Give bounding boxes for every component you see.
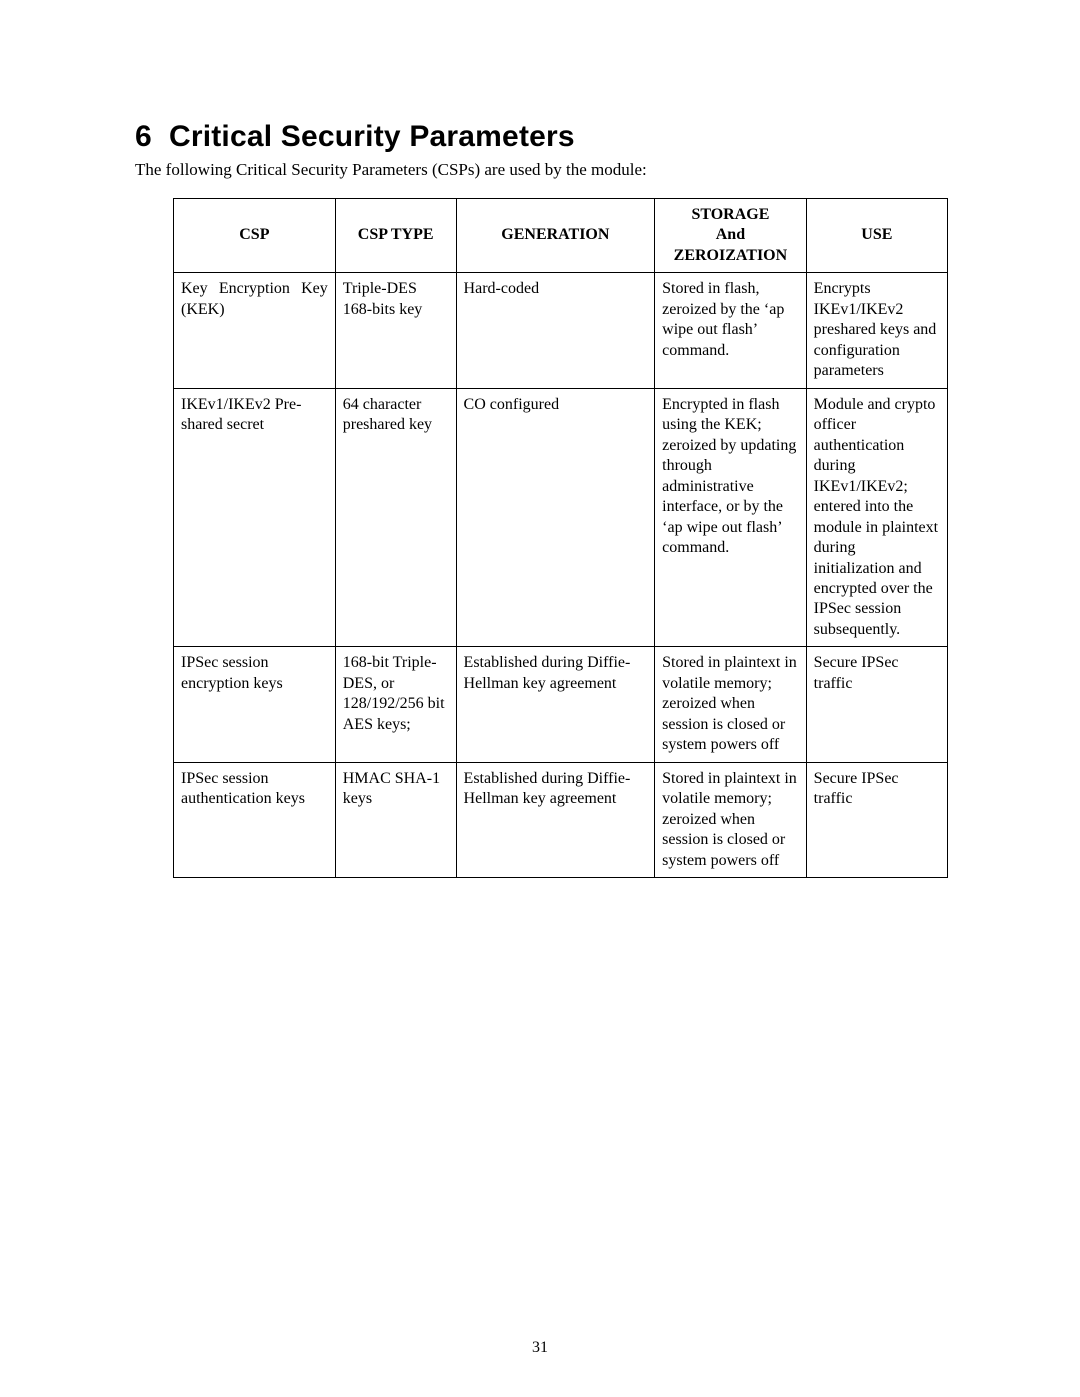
- cell-csp: IPSec session encryption keys: [174, 647, 336, 762]
- cell-store: Stored in plaintext in volatile memory; …: [655, 647, 807, 762]
- cell-store: Stored in plaintext in volatile memory; …: [655, 762, 807, 877]
- cell-use: Secure IPSec traffic: [806, 647, 947, 762]
- page-number: 31: [0, 1339, 1080, 1357]
- col-header-store: STORAGE And ZEROIZATION: [655, 199, 807, 273]
- table-row: IPSec session encryption keys 168-bit Tr…: [174, 647, 948, 762]
- table-body: Key Encryption Key (KEK) Triple-DES 168-…: [174, 273, 948, 878]
- cell-use: Module and crypto officer authentication…: [806, 388, 947, 647]
- cell-gen: Established during Diffie-Hellman key ag…: [456, 762, 655, 877]
- col-header-store-line3: ZEROIZATION: [674, 247, 788, 264]
- table-header-row: CSP CSP TYPE GENERATION STORAGE And ZERO…: [174, 199, 948, 273]
- table-row: Key Encryption Key (KEK) Triple-DES 168-…: [174, 273, 948, 388]
- cell-type: 168-bit Triple-DES, or 128/192/256 bit A…: [335, 647, 456, 762]
- section-title: Critical Security Parameters: [169, 120, 575, 153]
- section-heading: 6 Critical Security Parameters: [135, 120, 960, 154]
- cell-gen: Established during Diffie-Hellman key ag…: [456, 647, 655, 762]
- col-header-gen: GENERATION: [456, 199, 655, 273]
- table-header: CSP CSP TYPE GENERATION STORAGE And ZERO…: [174, 199, 948, 273]
- cell-store: Stored in flash, zeroized by the ‘ap wip…: [655, 273, 807, 388]
- cell-gen: Hard-coded: [456, 273, 655, 388]
- cell-type: 64 character preshared key: [335, 388, 456, 647]
- col-header-store-line2: And: [716, 226, 745, 243]
- table-row: IKEv1/IKEv2 Pre-shared secret 64 charact…: [174, 388, 948, 647]
- cell-csp: IPSec session authentication keys: [174, 762, 336, 877]
- cell-csp: IKEv1/IKEv2 Pre-shared secret: [174, 388, 336, 647]
- cell-type: Triple-DES 168-bits key: [335, 273, 456, 388]
- cell-csp: Key Encryption Key (KEK): [174, 273, 336, 388]
- col-header-type: CSP TYPE: [335, 199, 456, 273]
- document-page: 6 Critical Security Parameters The follo…: [0, 0, 1080, 1397]
- col-header-use: USE: [806, 199, 947, 273]
- csp-table: CSP CSP TYPE GENERATION STORAGE And ZERO…: [173, 198, 948, 878]
- section-number: 6: [135, 120, 152, 153]
- cell-gen: CO configured: [456, 388, 655, 647]
- cell-type: HMAC SHA-1 keys: [335, 762, 456, 877]
- intro-text: The following Critical Security Paramete…: [135, 160, 960, 180]
- table-row: IPSec session authentication keys HMAC S…: [174, 762, 948, 877]
- col-header-csp: CSP: [174, 199, 336, 273]
- cell-store: Encrypted in flash using the KEK; zeroiz…: [655, 388, 807, 647]
- cell-use: Secure IPSec traffic: [806, 762, 947, 877]
- cell-use: Encrypts IKEv1/IKEv2 preshared keys and …: [806, 273, 947, 388]
- col-header-store-line1: STORAGE: [691, 206, 769, 223]
